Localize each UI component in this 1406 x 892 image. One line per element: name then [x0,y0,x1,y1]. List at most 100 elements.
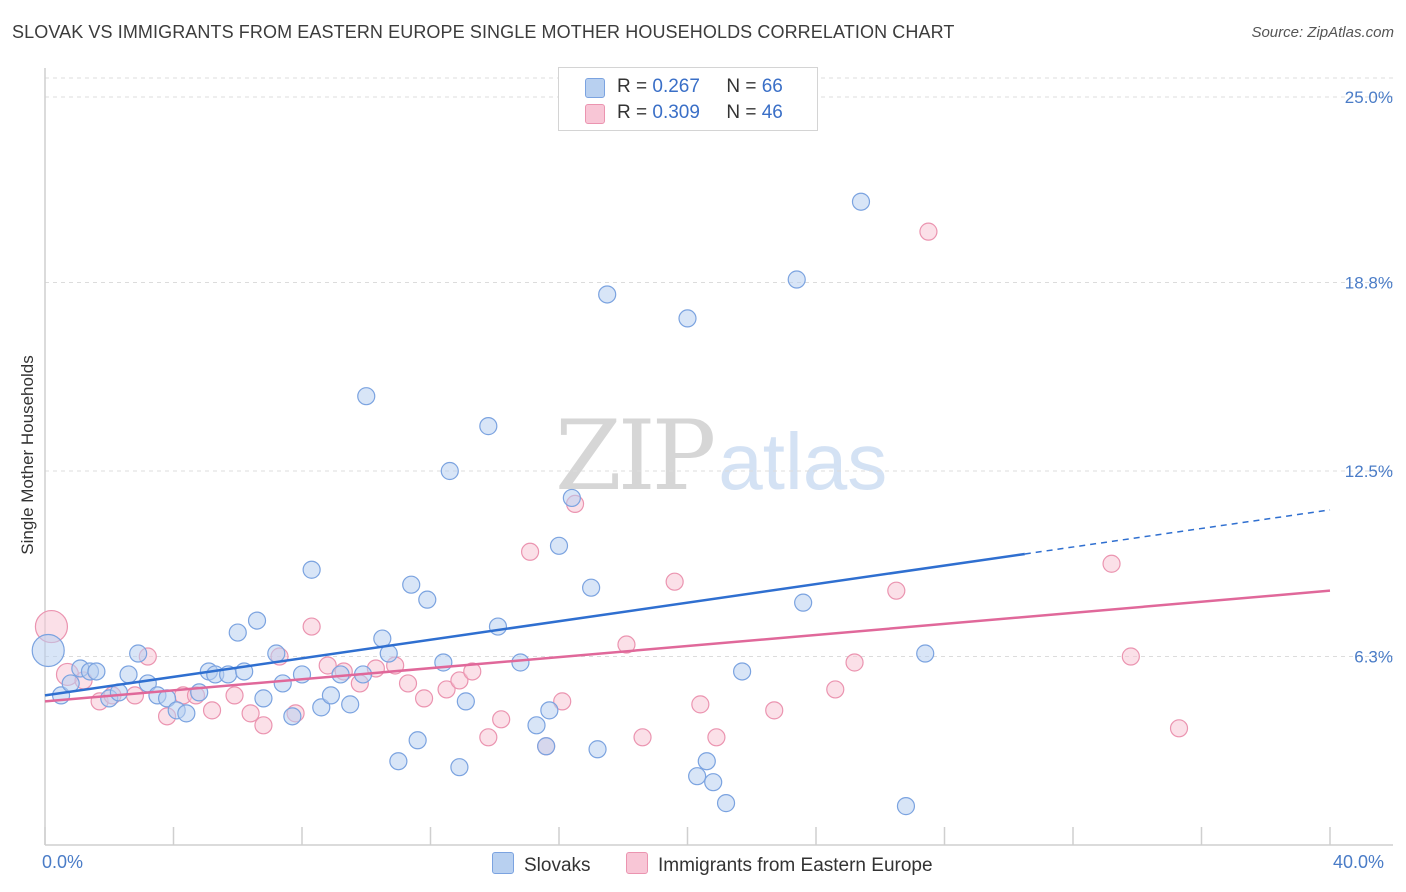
slovaks-point [916,644,935,663]
slovaks-point [273,674,292,693]
x-tick-min: 0.0% [42,852,84,872]
correlation-legend: R = 0.267 N = 66 R = 0.309 N = 46 [558,67,818,131]
slovaks-point [582,578,601,597]
slovaks-point [479,417,498,436]
immigrants-point [520,542,540,561]
slovaks-point [540,701,559,720]
slovaks-point [588,740,607,759]
slovaks-point [61,674,80,693]
immigrants-point [450,671,469,690]
immigrants-point [617,635,636,654]
immigrants-point [225,686,244,705]
slovaks-point [408,731,427,750]
r-label: R = [617,102,648,123]
immigrants-point [845,653,864,672]
bottom-legend-slovaks: Slovaks [492,852,591,877]
slovaks-point [87,662,106,681]
chart-title: SLOVAK VS IMMIGRANTS FROM EASTERN EUROPE… [12,22,955,42]
slovaks-point [549,536,569,555]
slovaks-point [129,644,148,663]
slovaks-legend-label: Slovaks [524,855,591,876]
immigrants-point [633,728,652,747]
slovaks-point [896,797,916,816]
y-tick-label: 6.3% [1354,648,1393,667]
immigrants-trend-line [44,589,1331,703]
slovaks-point [527,716,546,735]
y-tick-label: 18.8% [1345,274,1393,293]
y-axis-label: Single Mother Households [18,355,37,555]
slovaks-trend-extension [1024,509,1331,555]
immigrants-point [1102,554,1121,573]
slovaks-point [716,794,736,813]
immigrants-swatch [585,104,605,124]
slovaks-point [688,767,707,786]
n-label: N = [726,102,757,123]
slovaks-point [402,575,421,594]
slovaks-point [119,665,138,684]
immigrants-point [707,728,726,747]
immigrants-point [463,662,482,681]
source-attribution: Source: ZipAtlas.com [1251,24,1394,41]
immigrants-point [919,222,938,241]
immigrants-point [398,674,418,693]
immigrants-point [691,695,710,714]
slovaks-point [511,653,530,672]
immigrants-point [826,680,845,699]
slovaks-point [598,285,617,304]
slovaks-points [31,192,935,816]
slovaks-point [228,623,247,642]
slovaks-point [456,692,475,711]
slovaks-point [321,686,341,705]
y-tick-label: 25.0% [1345,88,1393,107]
immigrants-point [665,572,684,591]
slovaks-point [488,617,508,636]
slovaks-legend-swatch [492,852,514,874]
immigrants-point [553,692,572,711]
slovaks-point [787,270,806,289]
watermark-atlas: atlas [718,417,888,506]
watermark: ZIPatlas [555,400,887,512]
immigrants-n-value: 46 [761,102,783,123]
axes [44,68,1393,846]
y-tick-label: 12.5% [1345,462,1393,481]
trend-lines [44,509,1331,703]
immigrants-point [479,728,498,747]
slovaks-point [389,752,408,771]
slovaks-point [678,309,697,328]
slovaks-point [704,773,723,792]
slovaks-point [450,758,469,777]
slovaks-point [267,644,286,663]
n-label: N = [726,76,757,97]
watermark-zip: ZIP [555,400,716,512]
r-label: R = [617,76,648,97]
slovaks-point [418,590,437,609]
slovaks-point [341,695,360,714]
immigrants-legend-label: Immigrants from Eastern Europe [658,855,933,876]
immigrants-point [492,710,511,729]
bottom-legend-immigrants: Immigrants from Eastern Europe [626,852,933,877]
slovaks-point [794,593,813,612]
slovaks-point [247,611,267,630]
slovaks-point [177,704,196,723]
slovaks-point [562,488,581,508]
immigrants-point [887,581,906,600]
immigrants-point [1121,647,1140,666]
slovaks-point [31,633,65,668]
immigrants-point [254,716,273,735]
immigrants-legend-swatch [626,852,648,874]
slovaks-n-value: 66 [761,76,783,97]
gridlines [45,77,1393,658]
immigrants-point [414,689,434,708]
slovaks-swatch [585,78,605,98]
immigrants-point [302,617,321,636]
slovaks-point [851,192,871,211]
slovaks-point [302,560,321,579]
slovaks-point [697,752,716,771]
slovaks-point [283,707,302,726]
immigrants-point [1169,719,1189,738]
immigrants-point [765,701,784,720]
slovaks-point [254,689,273,708]
slovaks-point [440,461,459,481]
slovaks-point [312,698,331,717]
